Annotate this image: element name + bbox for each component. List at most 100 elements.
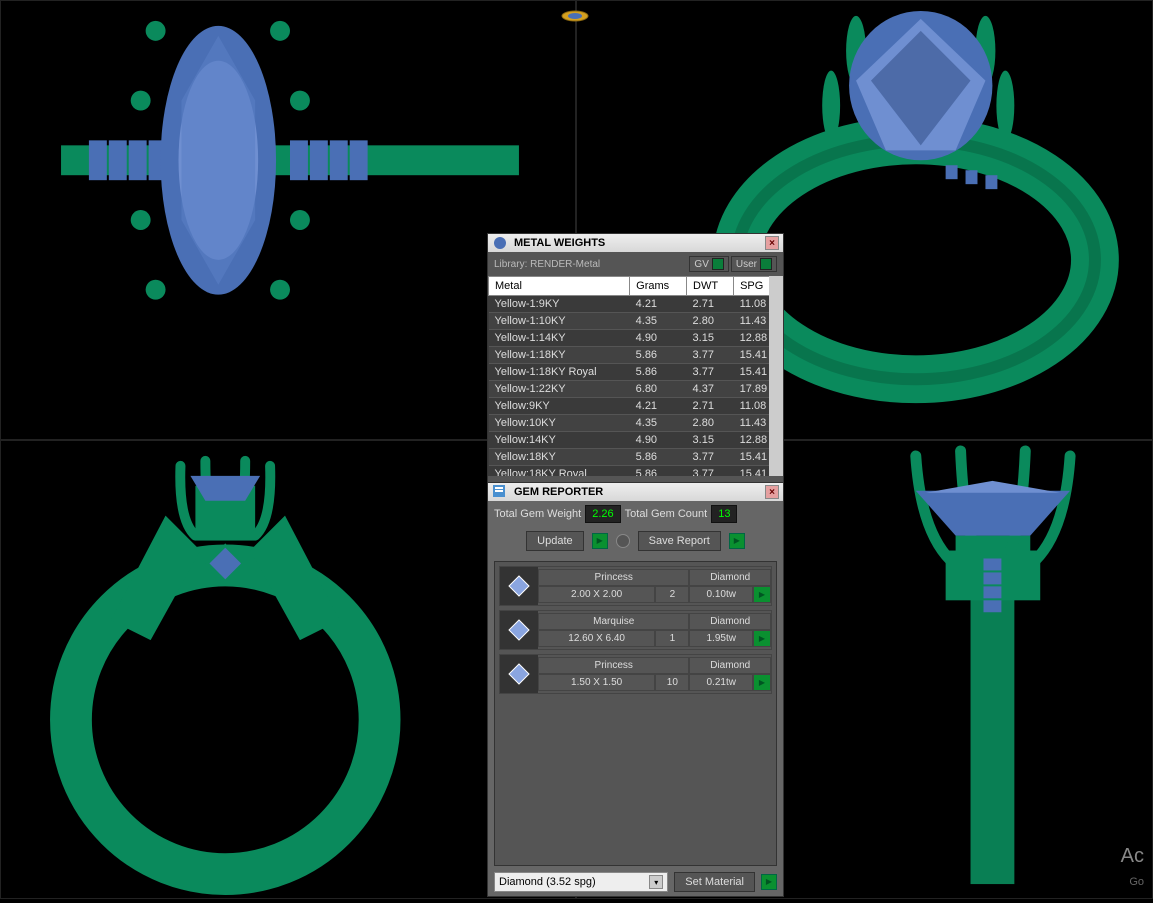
table-cell: 3.15 [687,432,734,449]
table-row[interactable]: Yellow-1:10KY4.352.8011.43 [489,313,783,330]
save-report-button[interactable]: Save Report [638,531,721,551]
table-cell: 4.21 [630,296,687,313]
table-cell: Yellow:18KY Royal [489,466,630,477]
gem-list-item[interactable]: PrincessDiamond1.50 X 1.50100.21tw [499,654,772,694]
metal-weights-panel: METAL WEIGHTS × Library: RENDER-Metal GV… [487,233,784,483]
gem-reporter-titlebar[interactable]: GEM REPORTER × [488,483,783,501]
metal-weights-icon [492,235,508,251]
table-row[interactable]: Yellow-1:18KY Royal5.863.7715.41 [489,364,783,381]
table-cell: 5.86 [630,364,687,381]
table-cell: 3.77 [687,347,734,364]
table-cell: 4.90 [630,330,687,347]
gem-list-item[interactable]: PrincessDiamond 2.00 X 2.0020.10tw [499,566,772,606]
save-go-icon[interactable] [729,533,745,549]
table-cell: Yellow:18KY [489,449,630,466]
table-cell: 4.37 [687,381,734,398]
close-button[interactable]: × [765,485,779,499]
update-go-icon[interactable] [592,533,608,549]
material-select[interactable]: Diamond (3.52 spg) ▾ [494,872,668,892]
table-row[interactable]: Yellow:18KY5.863.7715.41 [489,449,783,466]
gem-size: 1.50 X 1.50 [538,674,655,691]
gem-actions-row: Update Save Report [494,531,777,551]
gem-count: 10 [655,674,689,691]
total-count-value: 13 [711,505,737,523]
table-header[interactable]: Metal [489,277,630,296]
table-cell: Yellow-1:18KY Royal [489,364,630,381]
gem-material: Diamond [689,569,771,586]
table-cell: Yellow:10KY [489,415,630,432]
table-row[interactable]: Yellow:18KY Royal5.863.7715.41 [489,466,783,477]
metal-weights-title: METAL WEIGHTS [514,237,605,249]
table-cell: 2.71 [687,296,734,313]
gem-reporter-title: GEM REPORTER [514,486,603,498]
total-weight-label: Total Gem Weight [494,508,581,520]
table-cell: 2.80 [687,313,734,330]
gem-go-icon[interactable] [753,674,771,691]
table-row[interactable]: Yellow-1:14KY4.903.1512.88 [489,330,783,347]
gem-material: Diamond [689,613,771,630]
table-cell: Yellow-1:14KY [489,330,630,347]
gem-cut: Princess [538,569,689,586]
chevron-down-icon: ▾ [649,875,663,889]
table-cell: 5.86 [630,449,687,466]
table-row[interactable]: Yellow:9KY4.212.7111.08 [489,398,783,415]
table-cell: 3.77 [687,364,734,381]
gem-list: PrincessDiamond2.00 X 2.0020.10twMarquis… [494,561,777,866]
scrollbar[interactable] [769,276,783,476]
gv-button[interactable]: GV [689,256,728,272]
table-cell: 6.80 [630,381,687,398]
table-cell: Yellow:14KY [489,432,630,449]
gem-weight: 1.95tw [689,630,753,647]
library-label: Library: RENDER-Metal [494,259,687,270]
gem-size: 12.60 X 6.40 [538,630,655,647]
table-cell: Yellow-1:9KY [489,296,630,313]
metal-weights-titlebar[interactable]: METAL WEIGHTS × [488,234,783,252]
table-row[interactable]: Yellow:10KY4.352.8011.43 [489,415,783,432]
gem-thumbnail [500,611,538,649]
gem-reporter-panel: GEM REPORTER × Total Gem Weight 2.26 Tot… [487,482,784,897]
table-cell: 2.71 [687,398,734,415]
table-header[interactable]: DWT [687,277,734,296]
table-cell: 4.35 [630,415,687,432]
update-button[interactable]: Update [526,531,583,551]
gem-go-icon[interactable] [753,630,771,647]
watermark-text-1: Ac [1121,845,1144,868]
gem-go-icon[interactable] [753,586,771,603]
watermark-text-2: Go [1129,876,1144,888]
gem-thumbnail [500,567,538,605]
gem-cut: Princess [538,657,689,674]
table-row[interactable]: Yellow-1:18KY5.863.7715.41 [489,347,783,364]
table-row[interactable]: Yellow-1:22KY6.804.3717.89 [489,381,783,398]
metal-weights-table: MetalGramsDWTSPG Yellow-1:9KY4.212.7111.… [488,276,783,476]
gem-list-item[interactable]: MarquiseDiamond 12.60 X 6.4011.95tw [499,610,772,650]
total-count-label: Total Gem Count [625,508,708,520]
metal-table-container: MetalGramsDWTSPG Yellow-1:9KY4.212.7111.… [488,276,783,476]
gem-count: 1 [655,630,689,647]
table-cell: 3.77 [687,449,734,466]
table-cell: 4.21 [630,398,687,415]
table-cell: Yellow-1:10KY [489,313,630,330]
table-row[interactable]: Yellow:14KY4.903.1512.88 [489,432,783,449]
gem-material: Diamond [689,657,771,674]
gem-weight: 0.10tw [689,586,753,603]
user-button[interactable]: User [731,256,777,272]
table-header[interactable]: Grams [630,277,687,296]
gem-cut: Marquise [538,613,689,630]
table-cell: 5.86 [630,347,687,364]
gem-totals-row: Total Gem Weight 2.26 Total Gem Count 13 [494,505,777,523]
gem-reporter-icon [492,484,508,500]
set-material-go-icon[interactable] [761,874,777,890]
table-cell: 4.90 [630,432,687,449]
metal-weights-toolbar: Library: RENDER-Metal GV User [488,252,783,276]
table-cell: 4.35 [630,313,687,330]
table-cell: 2.80 [687,415,734,432]
gem-count: 2 [655,586,689,603]
table-row[interactable]: Yellow-1:9KY4.212.7111.08 [489,296,783,313]
set-material-button[interactable]: Set Material [674,872,755,892]
material-select-value: Diamond (3.52 spg) [499,876,596,888]
table-cell: 3.15 [687,330,734,347]
close-button[interactable]: × [765,236,779,250]
table-cell: Yellow-1:22KY [489,381,630,398]
gem-size: 2.00 X 2.00 [538,586,655,603]
refresh-icon[interactable] [616,534,630,548]
